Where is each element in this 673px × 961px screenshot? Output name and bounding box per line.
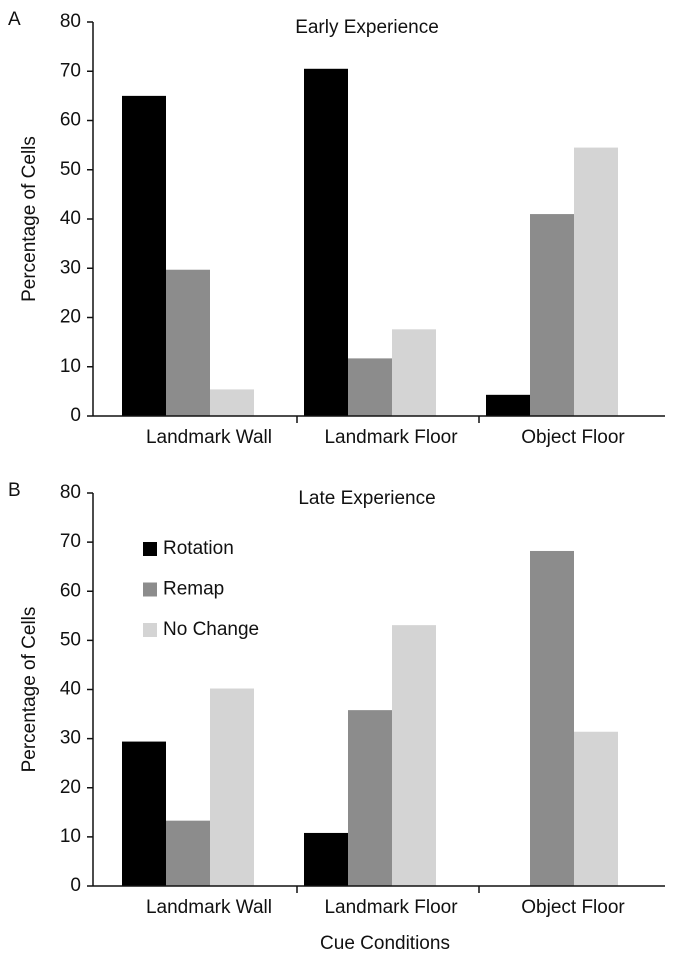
y-tick-label: 40 bbox=[60, 208, 81, 229]
x-axis-label: Cue Conditions bbox=[320, 933, 450, 954]
y-axis-label: Percentage of Cells bbox=[19, 607, 40, 773]
bar bbox=[210, 688, 254, 886]
legend-swatch bbox=[143, 542, 157, 556]
legend-label: No Change bbox=[163, 619, 259, 640]
bar bbox=[210, 389, 254, 416]
bar bbox=[392, 329, 436, 416]
bar bbox=[392, 625, 436, 886]
x-tick-label: Object Floor bbox=[521, 897, 625, 918]
y-tick-label: 10 bbox=[60, 826, 81, 847]
y-axis-label: Percentage of Cells bbox=[19, 136, 40, 302]
y-tick-label: 60 bbox=[60, 110, 81, 131]
bar bbox=[530, 214, 574, 416]
bar bbox=[122, 95, 166, 416]
bar bbox=[530, 550, 574, 886]
x-tick-label: Object Floor bbox=[521, 427, 625, 448]
y-tick-label: 20 bbox=[60, 307, 81, 328]
y-tick-label: 70 bbox=[60, 531, 81, 552]
y-tick-label: 50 bbox=[60, 629, 81, 650]
y-tick-label: 20 bbox=[60, 777, 81, 798]
y-tick-label: 60 bbox=[60, 580, 81, 601]
bar bbox=[304, 68, 348, 416]
chart-title: Late Experience bbox=[298, 488, 435, 509]
panel-label: A bbox=[8, 9, 21, 30]
y-tick-label: 80 bbox=[60, 11, 81, 32]
bar bbox=[348, 710, 392, 886]
legend-swatch bbox=[143, 582, 157, 597]
y-tick-label: 40 bbox=[60, 679, 81, 700]
panel-label: B bbox=[8, 480, 21, 501]
legend-swatch bbox=[143, 623, 157, 637]
y-tick-label: 30 bbox=[60, 257, 81, 278]
bar bbox=[166, 820, 210, 886]
y-tick-label: 70 bbox=[60, 60, 81, 81]
y-tick-label: 80 bbox=[60, 482, 81, 503]
bar bbox=[166, 269, 210, 416]
y-tick-label: 50 bbox=[60, 159, 81, 180]
legend-label: Rotation bbox=[163, 538, 234, 559]
bar bbox=[486, 394, 530, 416]
legend-label: Remap bbox=[163, 579, 224, 600]
x-tick-label: Landmark Floor bbox=[324, 427, 458, 448]
bar bbox=[122, 741, 166, 886]
y-tick-label: 0 bbox=[70, 875, 81, 896]
x-tick-label: Landmark Wall bbox=[146, 897, 272, 918]
x-tick-label: Landmark Floor bbox=[324, 897, 458, 918]
bar bbox=[574, 147, 618, 416]
bar bbox=[348, 358, 392, 416]
bar bbox=[304, 832, 348, 886]
y-tick-label: 30 bbox=[60, 728, 81, 749]
x-tick-label: Landmark Wall bbox=[146, 427, 272, 448]
chart-title: Early Experience bbox=[295, 17, 439, 38]
bar bbox=[574, 731, 618, 886]
y-tick-label: 10 bbox=[60, 356, 81, 377]
y-tick-label: 0 bbox=[70, 405, 81, 426]
